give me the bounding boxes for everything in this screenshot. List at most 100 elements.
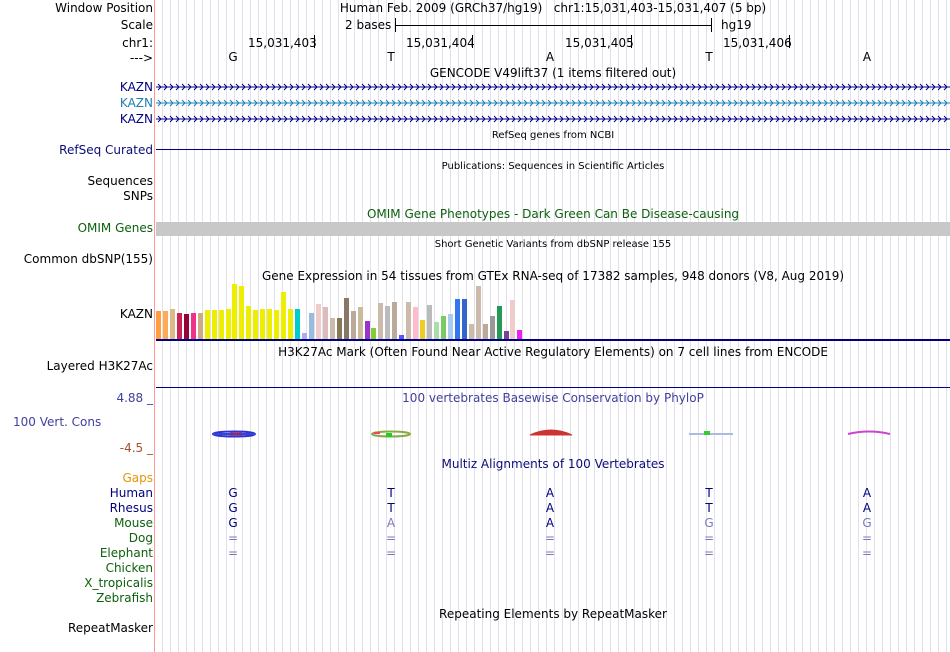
multiz-species-label[interactable]: Dog bbox=[128, 531, 153, 545]
gtex-expression-chart[interactable] bbox=[156, 284, 950, 342]
base-letter: A bbox=[545, 50, 555, 64]
multiz-base: G bbox=[862, 516, 872, 530]
gtex-tissue-bar[interactable] bbox=[316, 304, 321, 339]
multiz-species-label[interactable]: Zebrafish bbox=[96, 591, 153, 605]
publications-snps-label[interactable]: SNPs bbox=[123, 189, 153, 203]
gencode-item-label[interactable]: KAZN bbox=[119, 96, 153, 110]
base-letter: T bbox=[387, 50, 395, 64]
gtex-tissue-bar[interactable] bbox=[427, 305, 432, 339]
gencode-item-label[interactable]: KAZN bbox=[119, 80, 153, 94]
gtex-tissue-bar[interactable] bbox=[378, 303, 383, 339]
gtex-tissue-bar[interactable] bbox=[392, 302, 397, 339]
gtex-tissue-bar[interactable] bbox=[260, 309, 265, 339]
grid-line bbox=[266, 0, 267, 652]
multiz-species-label[interactable]: Elephant bbox=[99, 546, 153, 560]
grid-line bbox=[618, 0, 619, 652]
h3k27ac-title: H3K27Ac Mark (Often Found Near Active Re… bbox=[278, 345, 828, 359]
dbsnp-label[interactable]: Common dbSNP(155) bbox=[23, 252, 153, 266]
gtex-tissue-bar[interactable] bbox=[302, 333, 307, 339]
gtex-tissue-bar[interactable] bbox=[267, 309, 272, 339]
gtex-tissue-bar[interactable] bbox=[462, 299, 467, 339]
gtex-tissue-bar[interactable] bbox=[510, 300, 515, 339]
multiz-species-label[interactable]: X_tropicalis bbox=[84, 576, 153, 590]
gtex-tissue-bar[interactable] bbox=[163, 311, 168, 339]
gtex-tissue-bar[interactable] bbox=[226, 309, 231, 339]
gtex-tissue-bar[interactable] bbox=[281, 292, 286, 339]
repeatmasker-title: Repeating Elements by RepeatMasker bbox=[439, 607, 667, 621]
gtex-tissue-bar[interactable] bbox=[455, 299, 460, 339]
refseq-label[interactable]: RefSeq Curated bbox=[59, 143, 153, 157]
phylop-title: 100 vertebrates Basewise Conservation by… bbox=[402, 391, 704, 405]
multiz-species-label[interactable]: Chicken bbox=[105, 561, 153, 575]
multiz-species-label[interactable]: Mouse bbox=[114, 516, 153, 530]
gtex-tissue-bar[interactable] bbox=[246, 306, 251, 339]
multiz-base: = bbox=[703, 546, 715, 560]
gtex-tissue-bar[interactable] bbox=[337, 318, 342, 339]
gencode-transcript[interactable] bbox=[156, 99, 950, 107]
gtex-tissue-bar[interactable] bbox=[219, 310, 224, 339]
gtex-tissue-bar[interactable] bbox=[309, 313, 314, 339]
gtex-tissue-bar[interactable] bbox=[385, 306, 390, 339]
multiz-species-label[interactable]: Human bbox=[109, 486, 153, 500]
multiz-base: A bbox=[862, 486, 872, 500]
omim-label[interactable]: OMIM Genes bbox=[77, 221, 153, 235]
gtex-tissue-bar[interactable] bbox=[497, 306, 502, 339]
gtex-tissue-bar[interactable] bbox=[434, 322, 439, 339]
gtex-tissue-bar[interactable] bbox=[399, 335, 404, 339]
gtex-tissue-bar[interactable] bbox=[191, 313, 196, 339]
gtex-tissue-bar[interactable] bbox=[288, 309, 293, 339]
gtex-tissue-bar[interactable] bbox=[448, 314, 453, 339]
gtex-tissue-bar[interactable] bbox=[406, 302, 411, 339]
gencode-item-label[interactable]: KAZN bbox=[119, 112, 153, 126]
gtex-tissue-bar[interactable] bbox=[413, 307, 418, 339]
gtex-tissue-bar[interactable] bbox=[184, 314, 189, 339]
grid-line bbox=[770, 0, 771, 652]
gtex-tissue-bar[interactable] bbox=[212, 310, 217, 339]
gtex-tissue-bar[interactable] bbox=[365, 321, 370, 339]
gtex-title: Gene Expression in 54 tissues from GTEx … bbox=[261, 269, 845, 283]
multiz-base: = bbox=[227, 546, 239, 560]
gtex-tissue-bar[interactable] bbox=[156, 311, 161, 339]
phylop-label[interactable]: 100 Vert. Cons bbox=[13, 415, 102, 429]
gtex-tissue-bar[interactable] bbox=[483, 324, 488, 339]
gtex-tissue-bar[interactable] bbox=[371, 328, 376, 339]
gtex-tissue-bar[interactable] bbox=[205, 310, 210, 339]
gtex-label[interactable]: KAZN bbox=[119, 307, 153, 321]
gtex-tissue-bar[interactable] bbox=[351, 311, 356, 339]
gencode-transcript[interactable] bbox=[156, 115, 950, 123]
gtex-tissue-bar[interactable] bbox=[358, 307, 363, 339]
refseq-gene-line[interactable] bbox=[156, 149, 950, 150]
gencode-transcript[interactable] bbox=[156, 83, 950, 91]
grid-line bbox=[754, 0, 755, 652]
gtex-tissue-bar[interactable] bbox=[469, 324, 474, 339]
gtex-tissue-bar[interactable] bbox=[253, 310, 258, 339]
gtex-tissue-bar[interactable] bbox=[420, 320, 425, 339]
omim-phenotype-bar[interactable] bbox=[156, 222, 950, 236]
gtex-tissue-bar[interactable] bbox=[239, 286, 244, 339]
multiz-gaps-label[interactable]: Gaps bbox=[122, 471, 153, 485]
gtex-tissue-bar[interactable] bbox=[323, 307, 328, 339]
grid-line bbox=[546, 0, 547, 652]
gtex-tissue-bar[interactable] bbox=[476, 286, 481, 339]
multiz-species-label[interactable]: Rhesus bbox=[109, 501, 153, 515]
grid-line bbox=[730, 0, 731, 652]
gtex-tissue-bar[interactable] bbox=[517, 330, 522, 339]
h3k27ac-label[interactable]: Layered H3K27Ac bbox=[46, 359, 153, 373]
gtex-tissue-bar[interactable] bbox=[274, 310, 279, 339]
gtex-tissue-bar[interactable] bbox=[330, 318, 335, 339]
publications-sequences-label[interactable]: Sequences bbox=[87, 174, 153, 188]
gtex-tissue-bar[interactable] bbox=[232, 284, 237, 339]
grid-line bbox=[898, 0, 899, 652]
phylop-conservation-plot[interactable] bbox=[156, 420, 950, 450]
gtex-tissue-bar[interactable] bbox=[344, 298, 349, 339]
gtex-tissue-bar[interactable] bbox=[198, 313, 203, 339]
grid-line bbox=[874, 0, 875, 652]
gtex-tissue-bar[interactable] bbox=[490, 316, 495, 339]
repeatmasker-label[interactable]: RepeatMasker bbox=[67, 621, 153, 635]
gtex-tissue-bar[interactable] bbox=[504, 331, 509, 339]
gtex-tissue-bar[interactable] bbox=[170, 309, 175, 339]
gtex-tissue-bar[interactable] bbox=[441, 316, 446, 339]
gtex-tissue-bar[interactable] bbox=[177, 313, 182, 339]
gtex-tissue-bar[interactable] bbox=[295, 309, 300, 339]
scale-text: 2 bases bbox=[345, 18, 392, 32]
